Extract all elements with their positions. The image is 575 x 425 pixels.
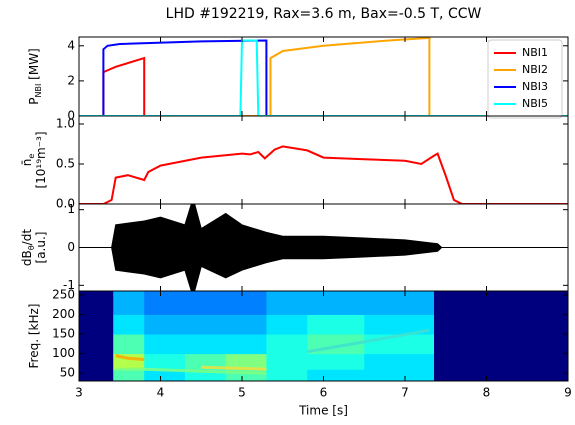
x-axis-label: Time [s] [298,404,348,418]
y-axis-label-part: θ [27,245,36,250]
x-tick-label: 7 [401,386,409,400]
legend-label: NBI1 [522,46,548,59]
chart-title: LHD #192219, Rax=3.6 m, Bax=-0.5 T, CCW [166,6,482,22]
y-axis-label-part: n̄ [20,159,34,167]
y-tick-label: 1 [67,202,75,216]
spectrogram-cell [225,314,267,335]
spectrogram-cell [225,369,267,381]
y-axis-label-part: [a.u.] [34,232,48,264]
mode-line [115,367,267,375]
spectrogram-cell [184,291,227,315]
spectrogram-cell [113,334,145,355]
y-tick-label: 150 [52,327,75,341]
spectrogram-cell [144,369,186,381]
y-tick-label: 4 [67,38,75,52]
mode-line [306,328,430,354]
legend-box [487,39,563,119]
spectrogram-cell [266,353,308,370]
y-tick-label: 50 [60,366,75,380]
y-axis-label-part: dB [20,250,34,266]
data-line [79,39,568,116]
legend-label: NBI2 [522,63,548,76]
spectrogram-cell [113,369,145,381]
spectrogram-cell [113,291,145,315]
y-axis-label-part: Freq. [kHz] [27,304,41,369]
y-axis-label-part: /dt [20,229,34,246]
spectrogram-cell [144,353,186,370]
y-tick-label: 0 [67,240,75,254]
y-tick-label: 0.0 [56,197,75,211]
data-line [79,39,568,116]
spectrogram-cell [266,291,308,315]
spectrogram-cell [184,353,227,370]
spectrogram-cell [144,334,186,355]
y-axis-label-part: e [27,154,36,159]
x-tick-label: 9 [564,386,572,400]
spectrogram-cell [144,314,186,335]
mode-line [201,365,267,371]
spectrogram-cell [307,353,365,370]
y-axis-label: Freq. [kHz] [27,304,41,369]
mode-line [115,354,145,361]
x-tick-label: 4 [157,386,165,400]
y-tick-label: -1 [63,278,75,292]
spectrogram-cell [364,369,435,381]
plot-area [79,145,568,204]
y-tick-label: 250 [52,287,75,301]
spectrogram-cell [184,334,227,355]
plot-area [79,291,568,381]
spectrogram-cell [307,369,365,381]
spectrogram-cell [184,314,227,335]
y-axis-label: [10¹⁹m⁻³] [34,131,48,188]
axes-frame [78,115,569,205]
spectrogram-cell [113,314,145,335]
y-tick-label: 200 [52,307,75,321]
y-axis-label: dBθ/dt [20,229,37,266]
legend-label: NBI3 [522,80,548,93]
spectrogram-cell [266,369,308,381]
legend-label: NBI5 [522,97,548,110]
x-tick-label: 8 [483,386,491,400]
spectrogram-cell [266,334,308,355]
y-axis-label-part: [10¹⁹m⁻³] [34,131,48,188]
y-tick-label: 0 [67,109,75,123]
spectrogram-cell [144,291,186,315]
x-tick-label: 5 [238,386,246,400]
spectrogram-cell [364,291,435,315]
data-line [79,145,568,204]
x-tick-label: 6 [320,386,328,400]
spectrogram-cell [184,369,227,381]
spectrogram-cell [364,314,435,335]
signal-envelope [79,204,568,248]
spectrogram-cell [225,334,267,355]
signal-envelope [79,247,568,291]
y-axis-label: PNBI [MW] [27,48,44,105]
y-tick-label: 1.0 [56,117,75,131]
y-tick-label: 0.5 [56,157,75,171]
y-axis-label-part: P [27,98,41,105]
y-axis-label: n̄e [20,154,37,167]
spectrogram-cell [364,353,435,370]
spectrogram-cell [307,291,365,315]
plot-area [79,204,568,291]
y-axis-label-part: NBI [34,84,43,98]
spectrogram-cell [266,314,308,335]
y-axis-label-part: [MW] [27,48,41,83]
plot-area [79,37,568,116]
data-line [79,56,568,116]
y-axis-label: [a.u.] [34,232,48,264]
data-line [79,37,568,116]
y-tick-label: 100 [52,346,75,360]
spectrogram-cell [307,314,365,335]
y-tick-label: 2 [67,73,75,87]
x-tick-label: 3 [75,386,83,400]
spectrogram-cell [225,291,267,315]
spectrogram-cell [225,353,267,370]
